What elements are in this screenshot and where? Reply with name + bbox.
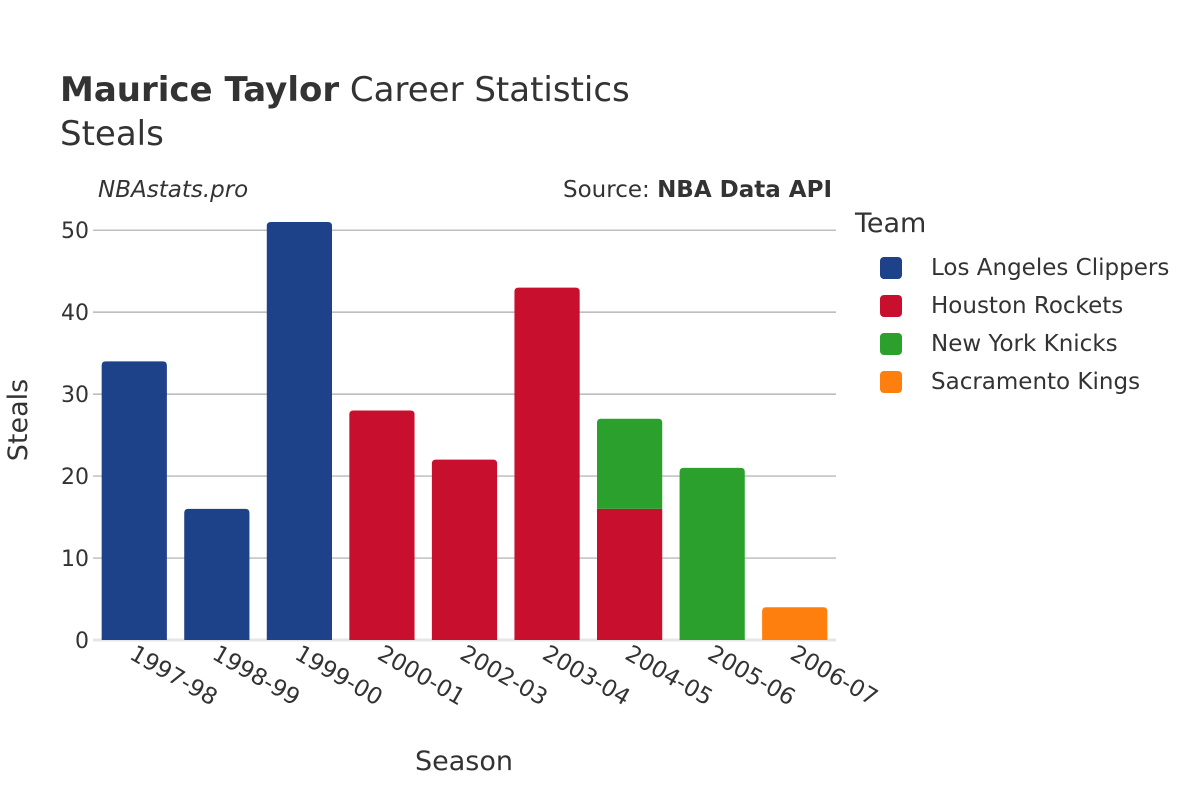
source-prefix: Source: <box>563 177 658 203</box>
legend-label: Los Angeles Clippers <box>931 255 1170 281</box>
x-tick-label: 2006-07 <box>786 641 882 712</box>
bar-2004-05-new-york-knicks[interactable] <box>597 418 663 509</box>
legend-item-los-angeles-clippers[interactable]: Los Angeles Clippers <box>855 249 1169 287</box>
legend-swatch <box>880 333 902 355</box>
watermark: NBAstats.pro <box>98 177 249 203</box>
y-tick-label: 50 <box>61 219 89 244</box>
y-axis-label: Steals <box>3 379 34 461</box>
legend-label: Sacramento Kings <box>931 369 1141 395</box>
chart-title: Maurice Taylor Career Statistics Steals <box>60 68 630 156</box>
source-label: Source: NBA Data API <box>563 177 832 203</box>
x-tick-label: 2004-05 <box>621 641 717 712</box>
legend-title: Team <box>855 208 927 239</box>
bar-2003-04-houston-rockets[interactable] <box>514 287 580 640</box>
y-tick-label: 40 <box>61 301 89 326</box>
x-tick-label: 1997-98 <box>125 641 221 712</box>
legend-swatch <box>880 295 902 317</box>
x-tick-label: 1999-00 <box>290 641 386 712</box>
bar-2004-05-houston-rockets[interactable] <box>597 508 663 640</box>
legend-label: New York Knicks <box>931 331 1118 357</box>
legend-item-new-york-knicks[interactable]: New York Knicks <box>855 325 1169 363</box>
source-name: NBA Data API <box>657 177 832 203</box>
player-name: Maurice Taylor <box>60 70 340 110</box>
bar-1998-99-los-angeles-clippers[interactable] <box>184 508 250 640</box>
legend-swatch <box>880 257 902 279</box>
legend: Team Los Angeles Clippers Houston Rocket… <box>855 208 1169 401</box>
legend-item-houston-rockets[interactable]: Houston Rockets <box>855 287 1169 325</box>
bar-2005-06-new-york-knicks[interactable] <box>679 467 745 640</box>
x-tick-label: 2000-01 <box>373 641 469 712</box>
bar-1997-98-los-angeles-clippers[interactable] <box>101 361 167 640</box>
y-tick-label: 0 <box>75 629 89 654</box>
x-tick-label: 2005-06 <box>703 641 799 712</box>
bar-1999-00-los-angeles-clippers[interactable] <box>266 222 332 640</box>
chart-subtitle: Steals <box>60 114 164 154</box>
legend-label: Houston Rockets <box>931 293 1124 319</box>
title-rest: Career Statistics <box>349 70 630 110</box>
bar-2002-03-houston-rockets[interactable] <box>431 459 498 640</box>
y-tick-label: 10 <box>61 547 89 572</box>
y-tick-label: 20 <box>61 465 89 490</box>
x-axis-ticks: 1997-981998-991999-002000-012002-032003-… <box>125 641 882 712</box>
bar-2000-01-houston-rockets[interactable] <box>349 410 415 640</box>
x-tick-label: 2003-04 <box>538 641 634 712</box>
legend-swatch <box>880 371 902 393</box>
bars <box>101 222 828 640</box>
x-tick-label: 1998-99 <box>208 641 304 712</box>
x-tick-label: 2002-03 <box>456 641 552 712</box>
bar-2006-07-sacramento-kings[interactable] <box>762 607 828 640</box>
y-tick-label: 30 <box>61 383 89 408</box>
legend-item-sacramento-kings[interactable]: Sacramento Kings <box>855 363 1169 401</box>
x-axis-label: Season <box>415 746 513 777</box>
y-axis-ticks: 0 10 20 30 40 50 <box>61 219 89 654</box>
